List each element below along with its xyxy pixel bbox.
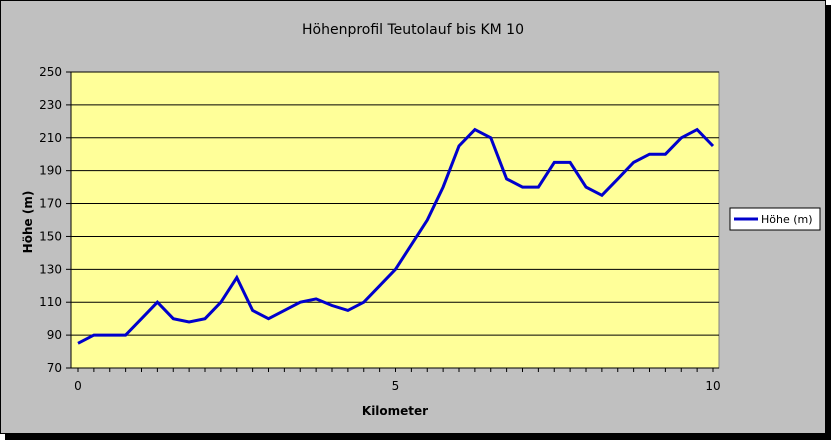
plot-area: [70, 71, 720, 369]
y-tick-label: 230: [39, 98, 62, 112]
series-line: [77, 127, 715, 345]
legend-series-label: Höhe (m): [761, 213, 813, 226]
x-tick-label: 0: [74, 379, 82, 393]
data-series: [77, 127, 715, 345]
x-tick-label: 10: [705, 379, 720, 393]
y-axis-title: Höhe (m): [21, 191, 35, 254]
axes: [70, 72, 719, 372]
y-tick-label: 250: [39, 65, 62, 79]
chart-title: Höhenprofil Teutolauf bis KM 10: [302, 22, 524, 38]
y-tick-label: 210: [39, 131, 62, 145]
y-tick-label: 130: [39, 262, 62, 276]
y-tick-label: 150: [39, 229, 62, 243]
y-tick-label: 110: [39, 295, 62, 309]
y-tick-label: 190: [39, 164, 62, 178]
x-axis-title: Kilometer: [362, 404, 428, 418]
y-tick-label: 90: [47, 328, 62, 342]
y-tick-label: 70: [47, 361, 62, 375]
y-tick-label: 170: [39, 197, 62, 211]
legend: Höhe (m): [729, 207, 821, 231]
x-tick-label: 5: [392, 379, 400, 393]
legend-box: [729, 207, 821, 231]
y-axis-tick-labels: 70 90 110 130 150 170 190 210 230 250: [39, 65, 71, 375]
x-axis-tick-labels: 0 5 10: [74, 379, 720, 393]
